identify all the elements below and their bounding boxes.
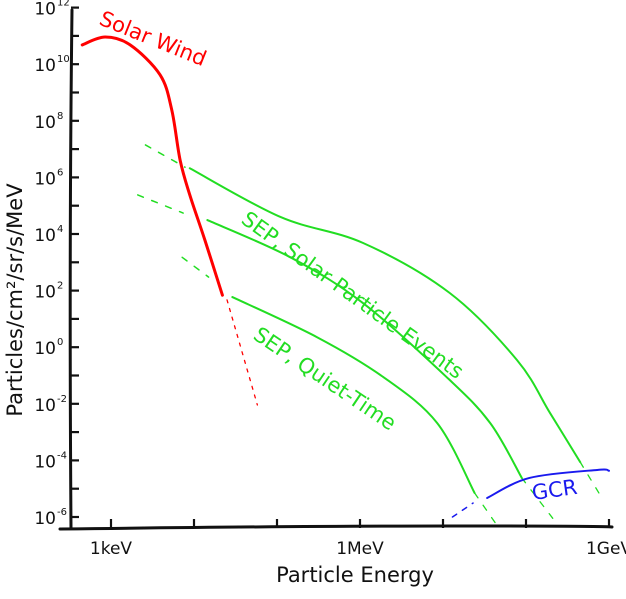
y-tick-label: 10 xyxy=(34,56,56,76)
label-sep-quiet: SEP, Quiet-Time xyxy=(249,322,400,435)
y-tick-exponent: 8 xyxy=(57,111,63,122)
x-tick-label: 1keV xyxy=(90,539,133,559)
y-tick-exponent: 2 xyxy=(57,281,63,292)
sep-events-lower_bound-curve xyxy=(206,219,523,479)
y-tick-label: 10 xyxy=(34,0,56,20)
y-tick-label: 10 xyxy=(34,452,56,472)
solar-wind-curve xyxy=(80,35,224,297)
gcr-lead-in xyxy=(451,502,474,518)
y-tick-exponent: 0 xyxy=(57,337,63,348)
y-tick-exponent: 4 xyxy=(57,224,63,235)
y-tick-label: 10 xyxy=(34,283,56,303)
y-tick-exponent: 10 xyxy=(57,54,70,65)
x-ticks: 1keV 1MeV 1GeV xyxy=(90,519,626,559)
sep-events-upper_bound-curve xyxy=(188,167,582,464)
y-tick-label: 10 xyxy=(34,339,56,359)
y-tick-exponent: 6 xyxy=(57,167,63,178)
axes xyxy=(58,8,614,531)
y-axis-line xyxy=(68,8,74,530)
sep-quiet-lead-in xyxy=(181,256,210,278)
curves xyxy=(80,35,610,524)
y-tick-label: 10 xyxy=(34,226,56,246)
sep-events-lower_bound-lead-in xyxy=(136,194,184,214)
sep-quiet-curve xyxy=(231,296,476,494)
x-tick-label: 1GeV xyxy=(586,539,626,559)
y-tick-exponent: 12 xyxy=(57,0,70,9)
y-tick-exponent: -6 xyxy=(57,507,67,518)
x-tick-label: 1MeV xyxy=(336,539,384,559)
label-gcr: GCR xyxy=(530,475,578,505)
sep-quiet-tail xyxy=(473,492,497,524)
sep-events-upper_bound-tail xyxy=(579,461,604,501)
y-tick-label: 10 xyxy=(34,509,56,529)
x-axis-line xyxy=(58,524,614,531)
gcr-curve xyxy=(486,468,610,499)
y-tick-exponent: -2 xyxy=(57,394,67,405)
y-tick-exponent: -4 xyxy=(57,450,67,461)
y-tick-label: 10 xyxy=(34,113,56,133)
y-axis-title: Particles/cm²/sr/s/MeV xyxy=(3,183,27,417)
y-tick-label: 10 xyxy=(34,169,56,189)
solar-wind-extrapolation xyxy=(226,299,259,406)
y-tick-label: 10 xyxy=(34,396,56,416)
x-axis-title: Particle Energy xyxy=(276,563,434,587)
